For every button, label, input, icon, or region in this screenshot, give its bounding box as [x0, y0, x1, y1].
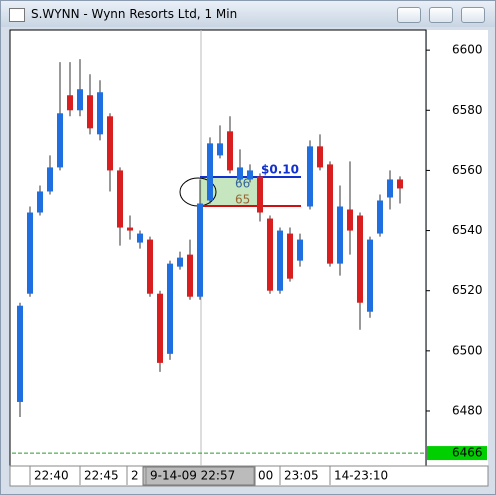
candle-body — [97, 92, 103, 135]
candle-body — [217, 143, 223, 156]
x-tick-label: 2 — [131, 469, 139, 483]
candle-body — [237, 167, 243, 180]
candle-body — [317, 146, 323, 168]
candle-body — [47, 167, 53, 192]
candle-body — [257, 176, 263, 213]
close-button[interactable] — [461, 7, 485, 23]
candle-body — [197, 203, 203, 297]
price-axis — [427, 30, 488, 466]
x-tick-label: 14-23:10 — [334, 469, 388, 483]
candle-body — [387, 179, 393, 198]
candle-body — [397, 179, 403, 189]
candle-body — [17, 305, 23, 402]
upper-label: 66 — [235, 177, 250, 191]
candle-body — [157, 293, 163, 363]
candle-body — [227, 131, 233, 171]
lower-label: 65 — [235, 193, 250, 207]
x-tick-label: 22:40 — [34, 469, 69, 483]
y-tick-label: 6600 — [452, 43, 483, 57]
window-icon — [9, 8, 25, 22]
candle-body — [167, 263, 173, 354]
last-price-label: 6466 — [452, 446, 483, 460]
candle-body — [127, 227, 133, 231]
minimize-button[interactable] — [397, 7, 421, 23]
candle-body — [267, 218, 273, 291]
window-title: S.WYNN - Wynn Resorts Ltd, 1 Min — [31, 7, 238, 21]
last-price-box — [427, 446, 487, 461]
y-tick-label: 6540 — [452, 223, 483, 237]
candle-body — [367, 239, 373, 312]
x-tick-label: 00 — [258, 469, 273, 483]
candle-body — [177, 257, 183, 267]
candle-body — [187, 254, 193, 297]
candle-body — [117, 170, 123, 228]
maximize-button[interactable] — [429, 7, 453, 23]
candle-body — [37, 191, 43, 213]
candle-body — [337, 206, 343, 264]
y-tick-label: 6560 — [452, 163, 483, 177]
x-tick-label: 9-14-09 22:57 — [150, 469, 235, 483]
change-label: $0.10 — [261, 163, 299, 177]
candle-body — [247, 170, 253, 180]
x-tick-label: 23:05 — [284, 469, 319, 483]
candle-body — [77, 89, 83, 111]
candle-body — [57, 113, 63, 168]
y-tick-label: 6580 — [452, 103, 483, 117]
y-tick-label: 6520 — [452, 283, 483, 297]
x-tick-label: 22:45 — [84, 469, 119, 483]
title-bar: S.WYNN - Wynn Resorts Ltd, 1 Min — [1, 1, 495, 27]
cursor-time-box — [142, 466, 256, 486]
candle-body — [347, 209, 353, 231]
candle-body — [67, 95, 73, 111]
candle-body — [277, 230, 283, 291]
candle-body — [107, 116, 113, 171]
candle-body — [297, 239, 303, 261]
candle-body — [307, 146, 313, 207]
candle-body — [137, 233, 143, 243]
candle-body — [287, 233, 293, 279]
candle-body — [87, 95, 93, 129]
y-tick-label: 6500 — [452, 343, 483, 357]
y-tick-label: 6480 — [452, 403, 483, 417]
candle-body — [357, 215, 363, 303]
candle-body — [27, 212, 33, 294]
candle-body — [207, 143, 213, 201]
candle-body — [327, 164, 333, 264]
candle-body — [147, 239, 153, 294]
candle-body — [377, 200, 383, 234]
